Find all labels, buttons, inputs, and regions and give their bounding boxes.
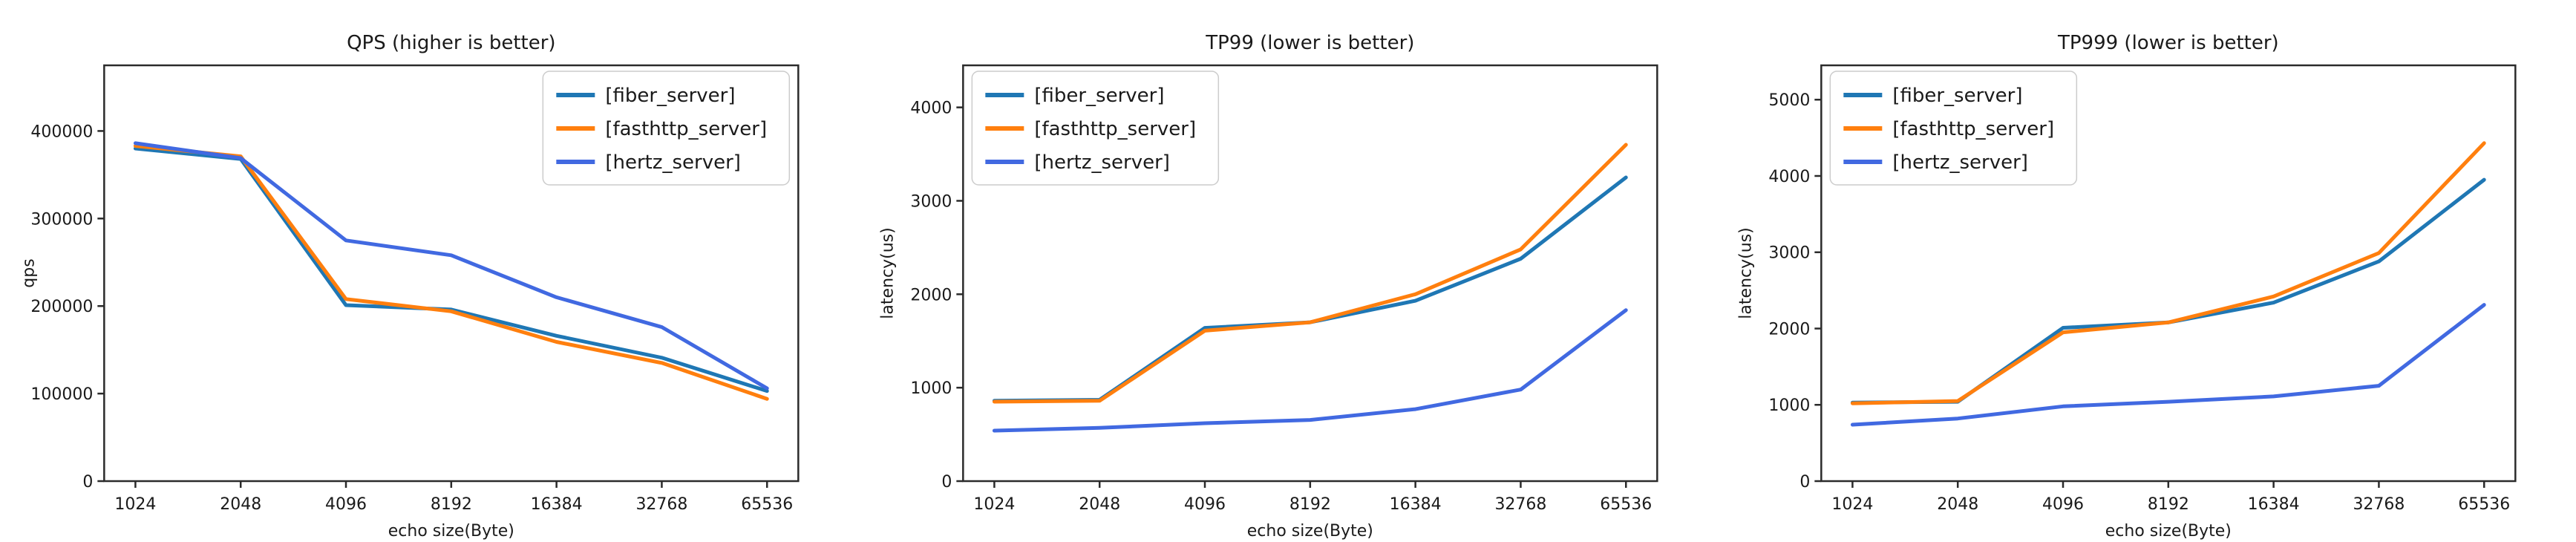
chart-title: TP999 (lower is better) — [2057, 32, 2279, 54]
x-tick-label: 2048 — [1079, 495, 1120, 514]
series-line-fasthttp_server — [992, 143, 1628, 404]
legend-label: [fasthttp_server] — [605, 118, 767, 140]
x-axis-label: echo size(Byte) — [388, 522, 514, 541]
x-tick-label: 32768 — [1494, 495, 1546, 514]
x-axis: 1024 2048 4096 8192 16384 32768 65536 — [114, 481, 793, 514]
y-tick-label: 1000 — [910, 379, 952, 398]
legend-label: [fasthttp_server] — [1893, 118, 2055, 140]
y-tick-label: 200000 — [30, 298, 93, 316]
y-axis-label: latency(us) — [878, 227, 897, 319]
chart-canvas-1: QPS (higher is better) 0 100000 200000 30000… — [19, 32, 800, 541]
legend-label: [hertz_server] — [1034, 151, 1170, 174]
x-tick-label: 8192 — [431, 495, 472, 514]
chart-canvas-3: TP999 (lower is better) 0 1000 2000 3000 4000… — [1737, 32, 2517, 541]
y-tick-label: 0 — [82, 473, 93, 492]
y-tick-label: 0 — [1800, 473, 1811, 492]
y-tick-label: 3000 — [910, 192, 952, 211]
x-tick-label: 1024 — [973, 495, 1015, 514]
legend: [fiber_server] [fasthttp_server] [hertz_se… — [1829, 71, 2078, 186]
chart-panel-1: QPS (higher is better) 0 100000 200000 30000… — [0, 0, 859, 542]
chart-title: QPS (higher is better) — [347, 32, 555, 54]
x-tick-label: 16384 — [531, 495, 583, 514]
y-axis: 0 100000 200000 300000 400000 — [30, 123, 105, 492]
legend-label: [fiber_server] — [1034, 85, 1164, 107]
legend-box — [1829, 71, 2078, 186]
x-tick-label: 65536 — [741, 495, 793, 514]
x-tick-label: 2048 — [1938, 495, 1979, 514]
y-tick-label: 4000 — [1769, 168, 1811, 186]
y-tick-label: 3000 — [1769, 244, 1811, 263]
legend-box — [971, 71, 1219, 186]
y-axis-label: latency(us) — [1737, 227, 1756, 319]
legend: [fiber_server] [fasthttp_server] [hertz_se… — [542, 71, 791, 186]
x-tick-label: 32768 — [2353, 495, 2405, 514]
y-tick-label: 0 — [941, 473, 952, 492]
series-line-fasthttp_server — [1851, 141, 2487, 405]
x-tick-label: 1024 — [114, 495, 156, 514]
y-axis-label: qps — [19, 258, 38, 287]
legend-label: [hertz_server] — [1893, 151, 2029, 174]
x-tick-label: 4096 — [325, 495, 367, 514]
x-tick-label: 4096 — [2042, 495, 2084, 514]
y-axis: 0 1000 2000 3000 4000 — [910, 99, 963, 492]
legend-label: [hertz_server] — [605, 151, 741, 174]
y-tick-label: 400000 — [30, 123, 93, 141]
series-line-hertz_server — [1851, 303, 2487, 427]
y-tick-label: 1000 — [1769, 396, 1811, 415]
x-tick-label: 32768 — [635, 495, 687, 514]
x-tick-label: 8192 — [2148, 495, 2189, 514]
series-line-hertz_server — [992, 308, 1628, 433]
x-tick-label: 8192 — [1289, 495, 1330, 514]
x-axis: 1024 2048 4096 8192 16384 32768 65536 — [973, 481, 1652, 514]
chart-panel-3: TP999 (lower is better) 0 1000 2000 3000 4000… — [1717, 0, 2576, 542]
y-tick-label: 4000 — [910, 99, 952, 118]
y-tick-label: 2000 — [910, 286, 952, 304]
x-tick-label: 1024 — [1832, 495, 1874, 514]
x-axis-label: echo size(Byte) — [1246, 522, 1373, 541]
legend: [fiber_server] [fasthttp_server] [hertz_se… — [971, 71, 1219, 186]
legend-label: [fiber_server] — [605, 85, 735, 107]
y-axis: 0 1000 2000 3000 4000 5000 — [1769, 91, 1822, 492]
chart-panel-2: TP99 (lower is better) 0 1000 2000 3000 4000 1… — [859, 0, 1718, 542]
series-line-fiber_server — [992, 175, 1628, 403]
x-tick-label: 4096 — [1184, 495, 1226, 514]
x-axis: 1024 2048 4096 8192 16384 32768 65536 — [1832, 481, 2511, 514]
x-tick-label: 2048 — [220, 495, 261, 514]
chart-title: TP99 (lower is better) — [1205, 32, 1414, 54]
x-tick-label: 65536 — [1600, 495, 1652, 514]
x-tick-label: 16384 — [2248, 495, 2300, 514]
legend-box — [542, 71, 791, 186]
y-tick-label: 2000 — [1769, 320, 1811, 339]
chart-canvas-2: TP99 (lower is better) 0 1000 2000 3000 4000 1… — [878, 32, 1658, 541]
x-axis-label: echo size(Byte) — [2105, 522, 2232, 541]
x-tick-label: 65536 — [2459, 495, 2511, 514]
series-line-hertz_server — [133, 141, 769, 391]
legend-label: [fiber_server] — [1893, 85, 2023, 107]
y-tick-label: 5000 — [1769, 91, 1811, 110]
y-tick-label: 100000 — [30, 385, 93, 404]
series-line-fiber_server — [1851, 177, 2487, 405]
legend-label: [fasthttp_server] — [1034, 118, 1196, 140]
y-tick-label: 300000 — [30, 210, 93, 229]
x-tick-label: 16384 — [1389, 495, 1441, 514]
